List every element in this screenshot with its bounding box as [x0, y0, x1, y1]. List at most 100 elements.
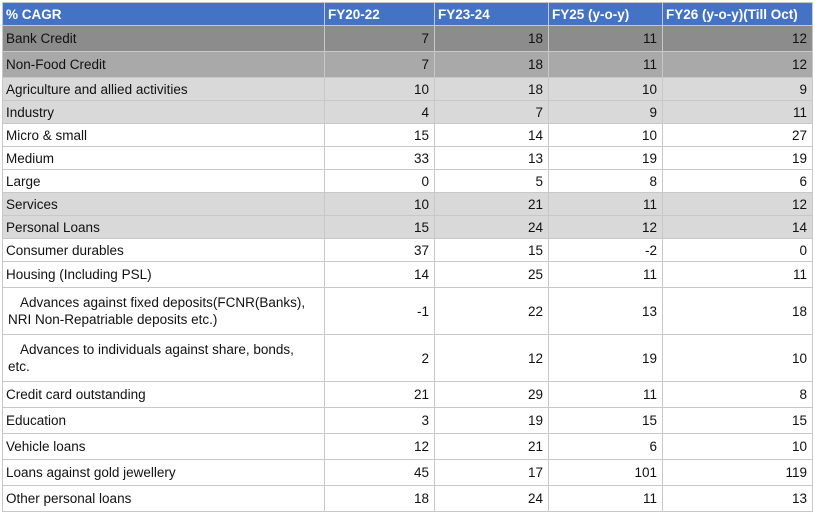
- table-row: Services 10 21 11 12: [2, 192, 813, 216]
- cell-fy26: 15: [662, 407, 813, 434]
- cell-fy20-22: 12: [324, 433, 435, 460]
- cell-fy23-24: 15: [434, 238, 549, 262]
- cell-fy25: 6: [548, 433, 663, 460]
- header-row: % CAGR FY20-22 FY23-24 FY25 (y-o-y) FY26…: [2, 2, 813, 26]
- cell-fy26: 19: [662, 146, 813, 170]
- row-label: Personal Loans: [2, 215, 325, 239]
- row-label: Other personal loans: [2, 485, 325, 512]
- cell-fy25: 8: [548, 169, 663, 193]
- cell-fy20-22: 10: [324, 192, 435, 216]
- table-row: Agriculture and allied activities 10 18 …: [2, 77, 813, 101]
- row-label: Education: [2, 407, 325, 434]
- cell-fy23-24: 14: [434, 123, 549, 147]
- cell-fy23-24: 29: [434, 381, 549, 408]
- header-fy20-22: FY20-22: [324, 2, 435, 26]
- cell-fy25: 13: [548, 287, 663, 335]
- cell-fy23-24: 18: [434, 51, 549, 78]
- cell-fy23-24: 22: [434, 287, 549, 335]
- cell-fy26: 13: [662, 485, 813, 512]
- cell-fy20-22: 2: [324, 334, 435, 382]
- cell-fy26: 18: [662, 287, 813, 335]
- row-label-line1: Advances against fixed deposits(FCNR(Ban…: [20, 295, 306, 310]
- cell-fy26: 8: [662, 381, 813, 408]
- cell-fy26: 119: [662, 459, 813, 486]
- cell-fy25: 11: [548, 192, 663, 216]
- row-label: Advances against fixed deposits(FCNR(Ban…: [2, 287, 325, 335]
- cell-fy25: 15: [548, 407, 663, 434]
- header-fy23-24: FY23-24: [434, 2, 549, 26]
- cell-fy25: 9: [548, 100, 663, 124]
- cell-fy23-24: 7: [434, 100, 549, 124]
- cell-fy23-24: 24: [434, 485, 549, 512]
- cell-fy26: 9: [662, 77, 813, 101]
- table-row: Micro & small 15 14 10 27: [2, 123, 813, 147]
- row-label-line2: NRI Non-Repatriable deposits etc.): [8, 312, 218, 327]
- table-row: Medium 33 13 19 19: [2, 146, 813, 170]
- row-label: Loans against gold jewellery: [2, 459, 325, 486]
- cell-fy20-22: 15: [324, 123, 435, 147]
- table-row: Education 3 19 15 15: [2, 407, 813, 434]
- header-fy25: FY25 (y-o-y): [548, 2, 663, 26]
- row-label: Agriculture and allied activities: [2, 77, 325, 101]
- cell-fy20-22: 4: [324, 100, 435, 124]
- cell-fy20-22: 3: [324, 407, 435, 434]
- row-label: Micro & small: [2, 123, 325, 147]
- table-row: Vehicle loans 12 21 6 10: [2, 433, 813, 460]
- cell-fy25: 11: [548, 381, 663, 408]
- cell-fy25: 19: [548, 146, 663, 170]
- cell-fy20-22: -1: [324, 287, 435, 335]
- cell-fy20-22: 0: [324, 169, 435, 193]
- cell-fy26: 14: [662, 215, 813, 239]
- cell-fy23-24: 18: [434, 77, 549, 101]
- cell-fy26: 6: [662, 169, 813, 193]
- cell-fy23-24: 13: [434, 146, 549, 170]
- cell-fy23-24: 21: [434, 433, 549, 460]
- row-label: Consumer durables: [2, 238, 325, 262]
- row-label: Medium: [2, 146, 325, 170]
- cell-fy23-24: 24: [434, 215, 549, 239]
- row-label: Advances to individuals against share, b…: [2, 334, 325, 382]
- row-label: Non-Food Credit: [2, 51, 325, 78]
- table-row: Credit card outstanding 21 29 11 8: [2, 381, 813, 408]
- row-label: Housing (Including PSL): [2, 261, 325, 288]
- row-label-line2: etc.: [8, 359, 30, 374]
- table-row: Industry 4 7 9 11: [2, 100, 813, 124]
- table-row: Advances to individuals against share, b…: [2, 334, 813, 382]
- cell-fy23-24: 25: [434, 261, 549, 288]
- header-fy26: FY26 (y-o-y)(Till Oct): [662, 2, 813, 26]
- cell-fy23-24: 21: [434, 192, 549, 216]
- table-row: Housing (Including PSL) 14 25 11 11: [2, 261, 813, 288]
- row-label: Credit card outstanding: [2, 381, 325, 408]
- row-label: Industry: [2, 100, 325, 124]
- row-label: Large: [2, 169, 325, 193]
- cell-fy20-22: 15: [324, 215, 435, 239]
- table-row: Consumer durables 37 15 -2 0: [2, 238, 813, 262]
- cagr-table: % CAGR FY20-22 FY23-24 FY25 (y-o-y) FY26…: [2, 2, 813, 512]
- cell-fy25: 12: [548, 215, 663, 239]
- cell-fy26: 11: [662, 100, 813, 124]
- table-row: Large 0 5 8 6: [2, 169, 813, 193]
- cell-fy25: 11: [548, 261, 663, 288]
- cell-fy20-22: 18: [324, 485, 435, 512]
- cell-fy20-22: 45: [324, 459, 435, 486]
- cell-fy26: 10: [662, 334, 813, 382]
- cell-fy20-22: 33: [324, 146, 435, 170]
- cell-fy26: 12: [662, 51, 813, 78]
- cell-fy20-22: 7: [324, 51, 435, 78]
- cell-fy26: 0: [662, 238, 813, 262]
- cell-fy23-24: 19: [434, 407, 549, 434]
- cell-fy25: -2: [548, 238, 663, 262]
- cell-fy26: 11: [662, 261, 813, 288]
- header-cagr: % CAGR: [2, 2, 325, 26]
- row-label-line1: Advances to individuals against share, b…: [20, 342, 294, 357]
- table-row: Non-Food Credit 7 18 11 12: [2, 51, 813, 78]
- cell-fy23-24: 17: [434, 459, 549, 486]
- table-row: Personal Loans 15 24 12 14: [2, 215, 813, 239]
- cell-fy25: 10: [548, 77, 663, 101]
- table-row: Loans against gold jewellery 45 17 101 1…: [2, 459, 813, 486]
- table-row: Bank Credit 7 18 11 12: [2, 25, 813, 52]
- cell-fy26: 12: [662, 25, 813, 52]
- cell-fy20-22: 21: [324, 381, 435, 408]
- cell-fy26: 12: [662, 192, 813, 216]
- cell-fy20-22: 37: [324, 238, 435, 262]
